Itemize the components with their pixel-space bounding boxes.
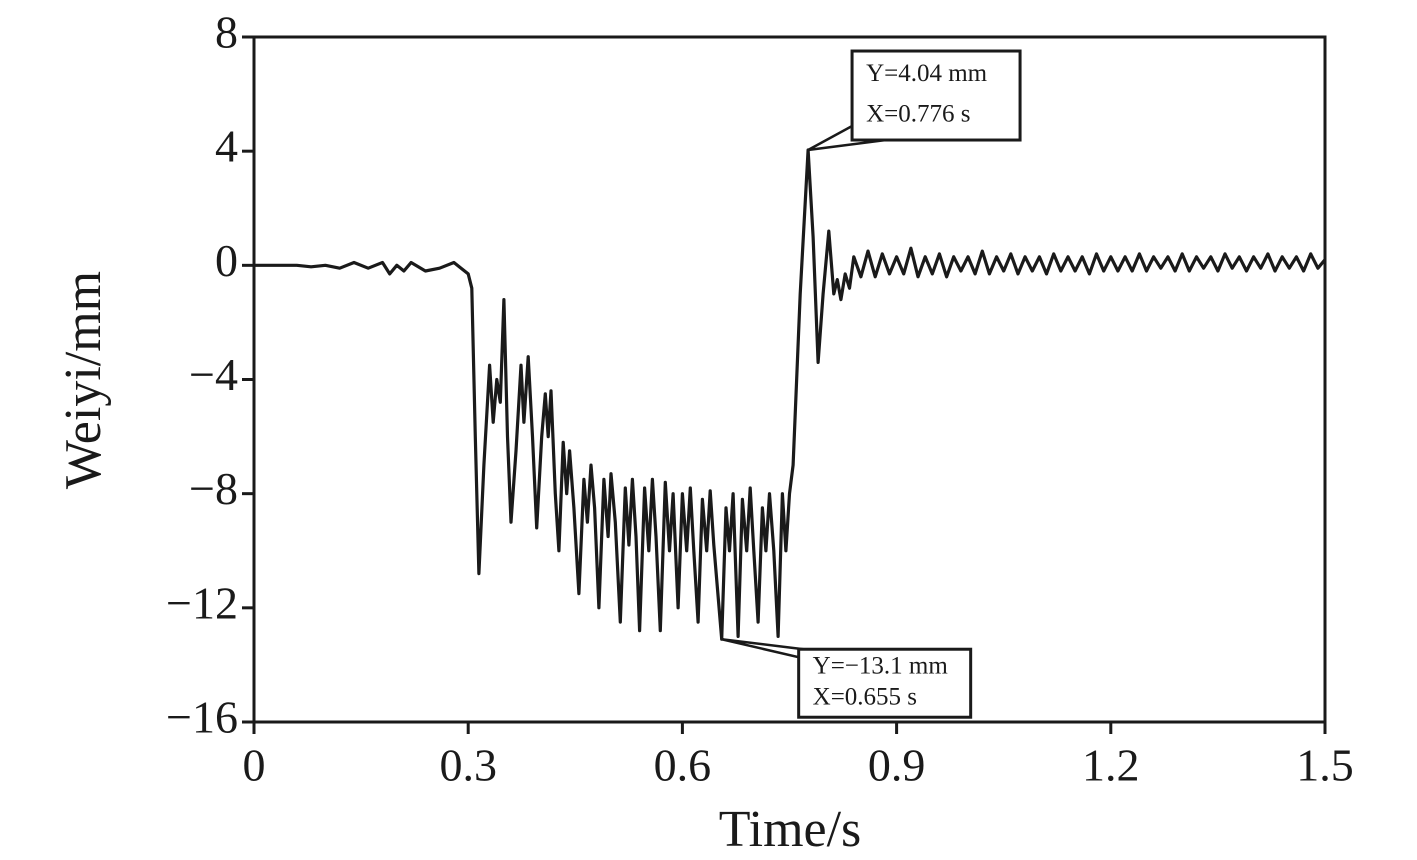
y-axis-label: Weiyi/mm: [55, 271, 112, 489]
y-tick-label: −16: [166, 692, 238, 743]
y-tick-label: 8: [215, 7, 238, 58]
annotation: Y=4.04 mm X=0.776 s: [807, 49, 1022, 152]
x-tick-label: 0.9: [868, 740, 926, 791]
y-tick-label: −12: [166, 577, 238, 628]
x-tick-label: 1.5: [1296, 740, 1354, 791]
x-axis-label: Time/s: [719, 801, 862, 858]
plot-frame: [252, 35, 1327, 724]
annotation-box: [797, 647, 973, 719]
annotation: Y=−13.1 mm X=0.655 s: [721, 637, 973, 719]
y-tick-label: 4: [215, 121, 238, 172]
x-tick-label: 0.6: [654, 740, 712, 791]
annotation-text: X=0.776 s: [866, 100, 970, 127]
y-tick-label: 0: [215, 235, 238, 286]
y-tick-label: −4: [189, 349, 238, 400]
annotation-text: Y=−13.1 mm: [813, 653, 949, 680]
data-line: [254, 148, 1327, 641]
x-tick-label: 1.2: [1082, 740, 1140, 791]
y-tick-label: −8: [189, 463, 238, 514]
x-tick-label: 0: [243, 740, 266, 791]
x-tick-label: 0.3: [439, 740, 497, 791]
annotation-text: Y=4.04 mm: [866, 60, 988, 87]
annotation-text: X=0.655 s: [813, 683, 917, 710]
annotation-pointer: [721, 637, 806, 659]
annotation-box: [850, 49, 1022, 142]
